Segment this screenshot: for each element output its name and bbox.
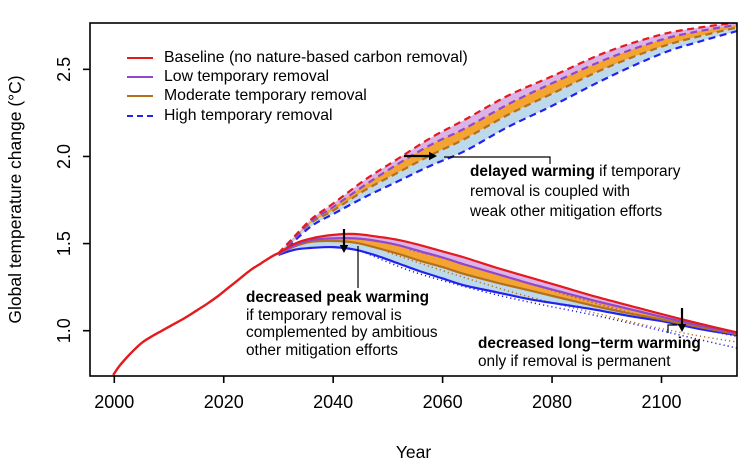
- x-tick-label: 2060: [423, 392, 463, 412]
- legend-label: High temporary removal: [164, 106, 333, 124]
- x-tick-label: 2000: [94, 392, 134, 412]
- band-lower_band_orange: [278, 238, 737, 335]
- x-axis-title: Year: [396, 442, 432, 462]
- y-axis-title: Global temperature change (°C): [5, 75, 25, 323]
- series-lower_brown: [278, 239, 737, 336]
- plot-border: [89, 22, 738, 377]
- legend-item: High temporary removal: [127, 106, 468, 125]
- series-historical: [112, 252, 279, 376]
- series-perm_brown: [387, 251, 737, 343]
- right-arrow-icon: [429, 151, 437, 161]
- legend-label: Baseline (no nature-based carbon removal…: [164, 48, 468, 66]
- legend-item: Low temporary removal: [127, 67, 468, 86]
- series-upper_red: [277, 23, 737, 254]
- legend-item: Moderate temporary removal: [127, 87, 468, 106]
- legend: Baseline (no nature-based carbon removal…: [127, 48, 468, 126]
- series-upper_purple: [277, 23, 737, 255]
- series-perm_blue: [365, 252, 737, 349]
- legend-line-swatch: [127, 95, 153, 98]
- leader-line-decreased-long-term-warming: [667, 324, 677, 333]
- legend-item: Baseline (no nature-based carbon removal…: [127, 48, 468, 67]
- y-tick-label: 2.0: [54, 144, 74, 169]
- x-tick-label: 2080: [532, 392, 572, 412]
- series-lower_purple: [277, 237, 737, 335]
- x-tick-label: 2100: [641, 392, 681, 412]
- leader-line-delayed-warming: [444, 156, 551, 164]
- y-tick-label: 1.0: [54, 318, 74, 343]
- legend-line-swatch: [127, 76, 153, 79]
- x-tick-label: 2040: [313, 392, 353, 412]
- series-lower_blue: [278, 245, 737, 337]
- series-upper_brown: [277, 26, 737, 255]
- series-upper_blue: [277, 29, 737, 255]
- legend-line-swatch: [127, 114, 153, 117]
- y-tick-label: 2.5: [54, 57, 74, 82]
- down-arrow-icon: [339, 245, 349, 253]
- plot-area: [112, 23, 737, 376]
- y-tick-label: 1.5: [54, 231, 74, 256]
- down-arrow-icon: [677, 324, 687, 332]
- legend-label: Low temporary removal: [164, 68, 330, 86]
- x-tick-label: 2020: [204, 392, 244, 412]
- legend-line-swatch: [127, 56, 153, 59]
- series-lower_red: [277, 232, 737, 334]
- band-lower_band_lightblue: [278, 240, 737, 336]
- legend-label: Moderate temporary removal: [164, 87, 367, 105]
